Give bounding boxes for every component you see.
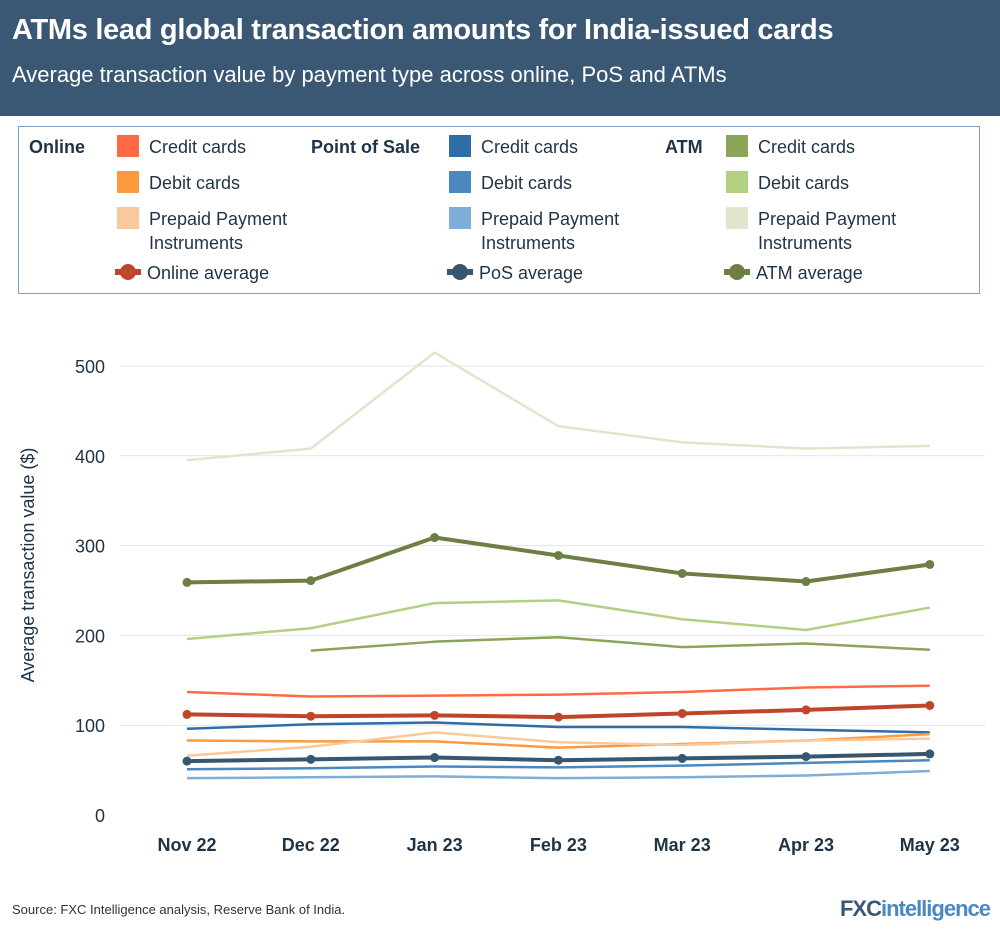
y-tick-label: 0 bbox=[95, 806, 105, 826]
data-point bbox=[801, 705, 811, 715]
legend-online-prepaid: Prepaid Payment Instruments bbox=[117, 207, 302, 255]
legend-label: ATM average bbox=[756, 263, 863, 283]
x-tick-label: Feb 23 bbox=[530, 835, 587, 855]
chart-subtitle: Average transaction value by payment typ… bbox=[12, 62, 727, 87]
legend-group-pos: Point of Sale bbox=[311, 137, 421, 157]
swatch bbox=[726, 207, 748, 229]
legend-atm-credit: Credit cards bbox=[726, 135, 855, 159]
legend-group-atm: ATM bbox=[665, 137, 703, 157]
x-tick-label: Dec 22 bbox=[282, 835, 340, 855]
series-line bbox=[186, 731, 930, 757]
series-line bbox=[310, 635, 930, 652]
legend-pos-credit: Credit cards bbox=[449, 135, 578, 159]
legend-label: Online average bbox=[147, 263, 270, 283]
data-point bbox=[677, 709, 687, 719]
legend-label: Prepaid Payment Instruments bbox=[758, 209, 897, 253]
legend: Online Point of Sale ATM Credit cards De… bbox=[18, 126, 980, 294]
data-point bbox=[553, 755, 563, 765]
legend-label: Debit cards bbox=[758, 173, 850, 193]
source-note: Source: FXC Intelligence analysis, Reser… bbox=[12, 902, 346, 917]
x-tick-label: Nov 22 bbox=[157, 835, 216, 855]
legend-label: PoS average bbox=[479, 263, 584, 283]
data-point bbox=[925, 559, 935, 569]
legend-pos-debit: Debit cards bbox=[449, 171, 572, 195]
legend-atm-average: ATM average bbox=[724, 261, 863, 285]
legend-pos-average: PoS average bbox=[447, 261, 583, 285]
data-point bbox=[182, 709, 192, 719]
data-point bbox=[182, 756, 192, 766]
swatch bbox=[449, 135, 471, 157]
y-tick-label: 300 bbox=[75, 537, 105, 557]
series-line bbox=[186, 721, 930, 734]
data-point bbox=[430, 710, 440, 720]
legend-pos-prepaid: Prepaid Payment Instruments bbox=[449, 207, 649, 255]
marker-icon bbox=[115, 261, 141, 283]
swatch bbox=[117, 171, 139, 193]
marker-icon bbox=[447, 261, 473, 283]
data-point bbox=[306, 576, 316, 586]
data-point bbox=[677, 568, 687, 578]
legend-label: Credit cards bbox=[149, 137, 247, 157]
data-point bbox=[306, 754, 316, 764]
y-tick-label: 400 bbox=[75, 447, 105, 467]
data-point bbox=[553, 550, 563, 560]
swatch bbox=[449, 171, 471, 193]
data-point bbox=[306, 711, 316, 721]
legend-label: Credit cards bbox=[758, 137, 856, 157]
data-point bbox=[925, 749, 935, 759]
legend-online-credit: Credit cards bbox=[117, 135, 246, 159]
legend-label: Prepaid Payment Instruments bbox=[149, 209, 288, 253]
legend-label: Prepaid Payment Instruments bbox=[481, 209, 620, 253]
header: ATMs lead global transaction amounts for… bbox=[0, 0, 1000, 116]
series-line bbox=[186, 684, 930, 698]
series-line bbox=[186, 758, 930, 771]
legend-label: Credit cards bbox=[481, 137, 579, 157]
y-tick-label: 200 bbox=[75, 626, 105, 646]
x-tick-label: Mar 23 bbox=[654, 835, 711, 855]
y-axis-label: Average transaction value ($) bbox=[18, 448, 38, 683]
swatch bbox=[117, 135, 139, 157]
swatch bbox=[726, 171, 748, 193]
data-point bbox=[677, 753, 687, 763]
data-point bbox=[553, 712, 563, 722]
legend-atm-debit: Debit cards bbox=[726, 171, 849, 195]
data-point bbox=[430, 753, 440, 763]
y-tick-label: 500 bbox=[75, 357, 105, 377]
legend-online-average: Online average bbox=[115, 261, 269, 285]
x-tick-label: Apr 23 bbox=[778, 835, 834, 855]
swatch bbox=[117, 207, 139, 229]
marker-icon bbox=[724, 261, 750, 283]
series-line bbox=[186, 599, 931, 641]
data-point bbox=[925, 700, 935, 710]
legend-label: Debit cards bbox=[481, 173, 573, 193]
swatch bbox=[449, 207, 471, 229]
data-point bbox=[430, 533, 440, 543]
legend-label: Debit cards bbox=[149, 173, 241, 193]
data-point bbox=[801, 752, 811, 762]
legend-atm-prepaid: Prepaid Payment Instruments bbox=[726, 207, 946, 255]
data-point bbox=[801, 577, 811, 587]
legend-group-online: Online bbox=[29, 137, 86, 157]
x-tick-label: May 23 bbox=[900, 835, 960, 855]
fxc-logo: FXCintelligence bbox=[839, 896, 991, 921]
x-tick-label: Jan 23 bbox=[407, 835, 463, 855]
series-line bbox=[186, 351, 930, 462]
series-line bbox=[186, 769, 930, 780]
chart-title: ATMs lead global transaction amounts for… bbox=[12, 14, 834, 46]
data-point bbox=[182, 577, 192, 587]
legend-online-debit: Debit cards bbox=[117, 171, 240, 195]
y-tick-label: 100 bbox=[75, 716, 105, 736]
swatch bbox=[726, 135, 748, 157]
